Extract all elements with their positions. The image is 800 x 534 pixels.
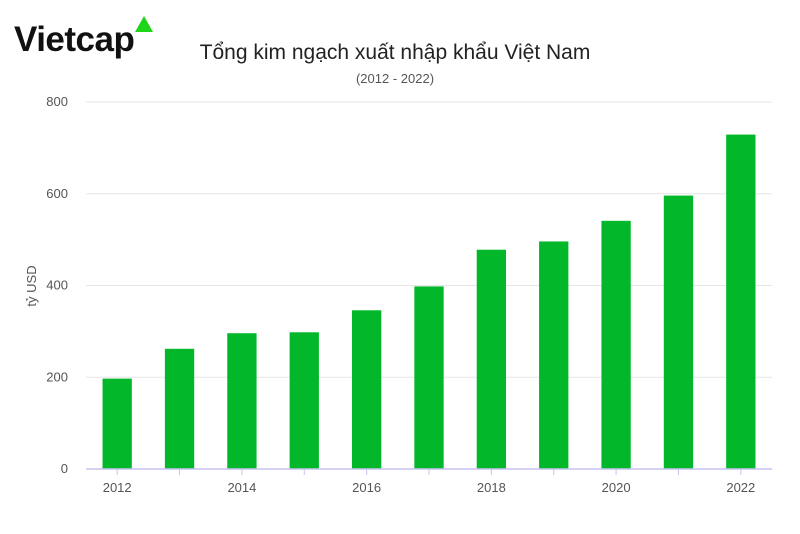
logo-triangle-icon (135, 16, 154, 32)
bars (102, 134, 756, 470)
y-axis-label: tỷ USD (24, 265, 39, 306)
bar-2020 (601, 220, 631, 469)
x-tick-label: 2018 (477, 480, 506, 495)
x-tick-label: 2020 (602, 480, 631, 495)
x-tick-label: 2016 (352, 480, 381, 495)
bar-2014 (227, 333, 257, 469)
bar-2022 (726, 134, 756, 470)
y-tick-label: 800 (46, 94, 68, 109)
x-tick-label: 2014 (227, 480, 256, 495)
bar-2012 (102, 378, 132, 469)
bar-2015 (289, 332, 319, 469)
bar-2019 (539, 241, 569, 469)
bar-2016 (351, 310, 382, 469)
y-tick-label: 600 (46, 186, 68, 201)
x-tick-label: 2012 (103, 480, 132, 495)
x-tick-label: 2022 (726, 480, 755, 495)
bar-2017 (414, 286, 444, 469)
chart-title: Tổng kim ngạch xuất nhập khẩu Việt Nam (200, 41, 591, 64)
y-axis-ticks: 0 200 400 600 800 (46, 94, 68, 476)
y-tick-label: 200 (46, 369, 68, 384)
y-tick-label: 0 (61, 461, 68, 476)
bar-2021 (663, 195, 694, 469)
brand-logo-text: Vietcap (14, 20, 135, 59)
y-tick-label: 400 (46, 278, 68, 293)
chart-subtitle: (2012 - 2022) (356, 71, 434, 86)
bar-2013 (164, 348, 195, 469)
x-axis-ticks: 2012 2014 2016 2018 2020 2022 (103, 469, 755, 495)
bar-2018 (476, 249, 507, 469)
brand-logo: Vietcap (14, 16, 154, 59)
